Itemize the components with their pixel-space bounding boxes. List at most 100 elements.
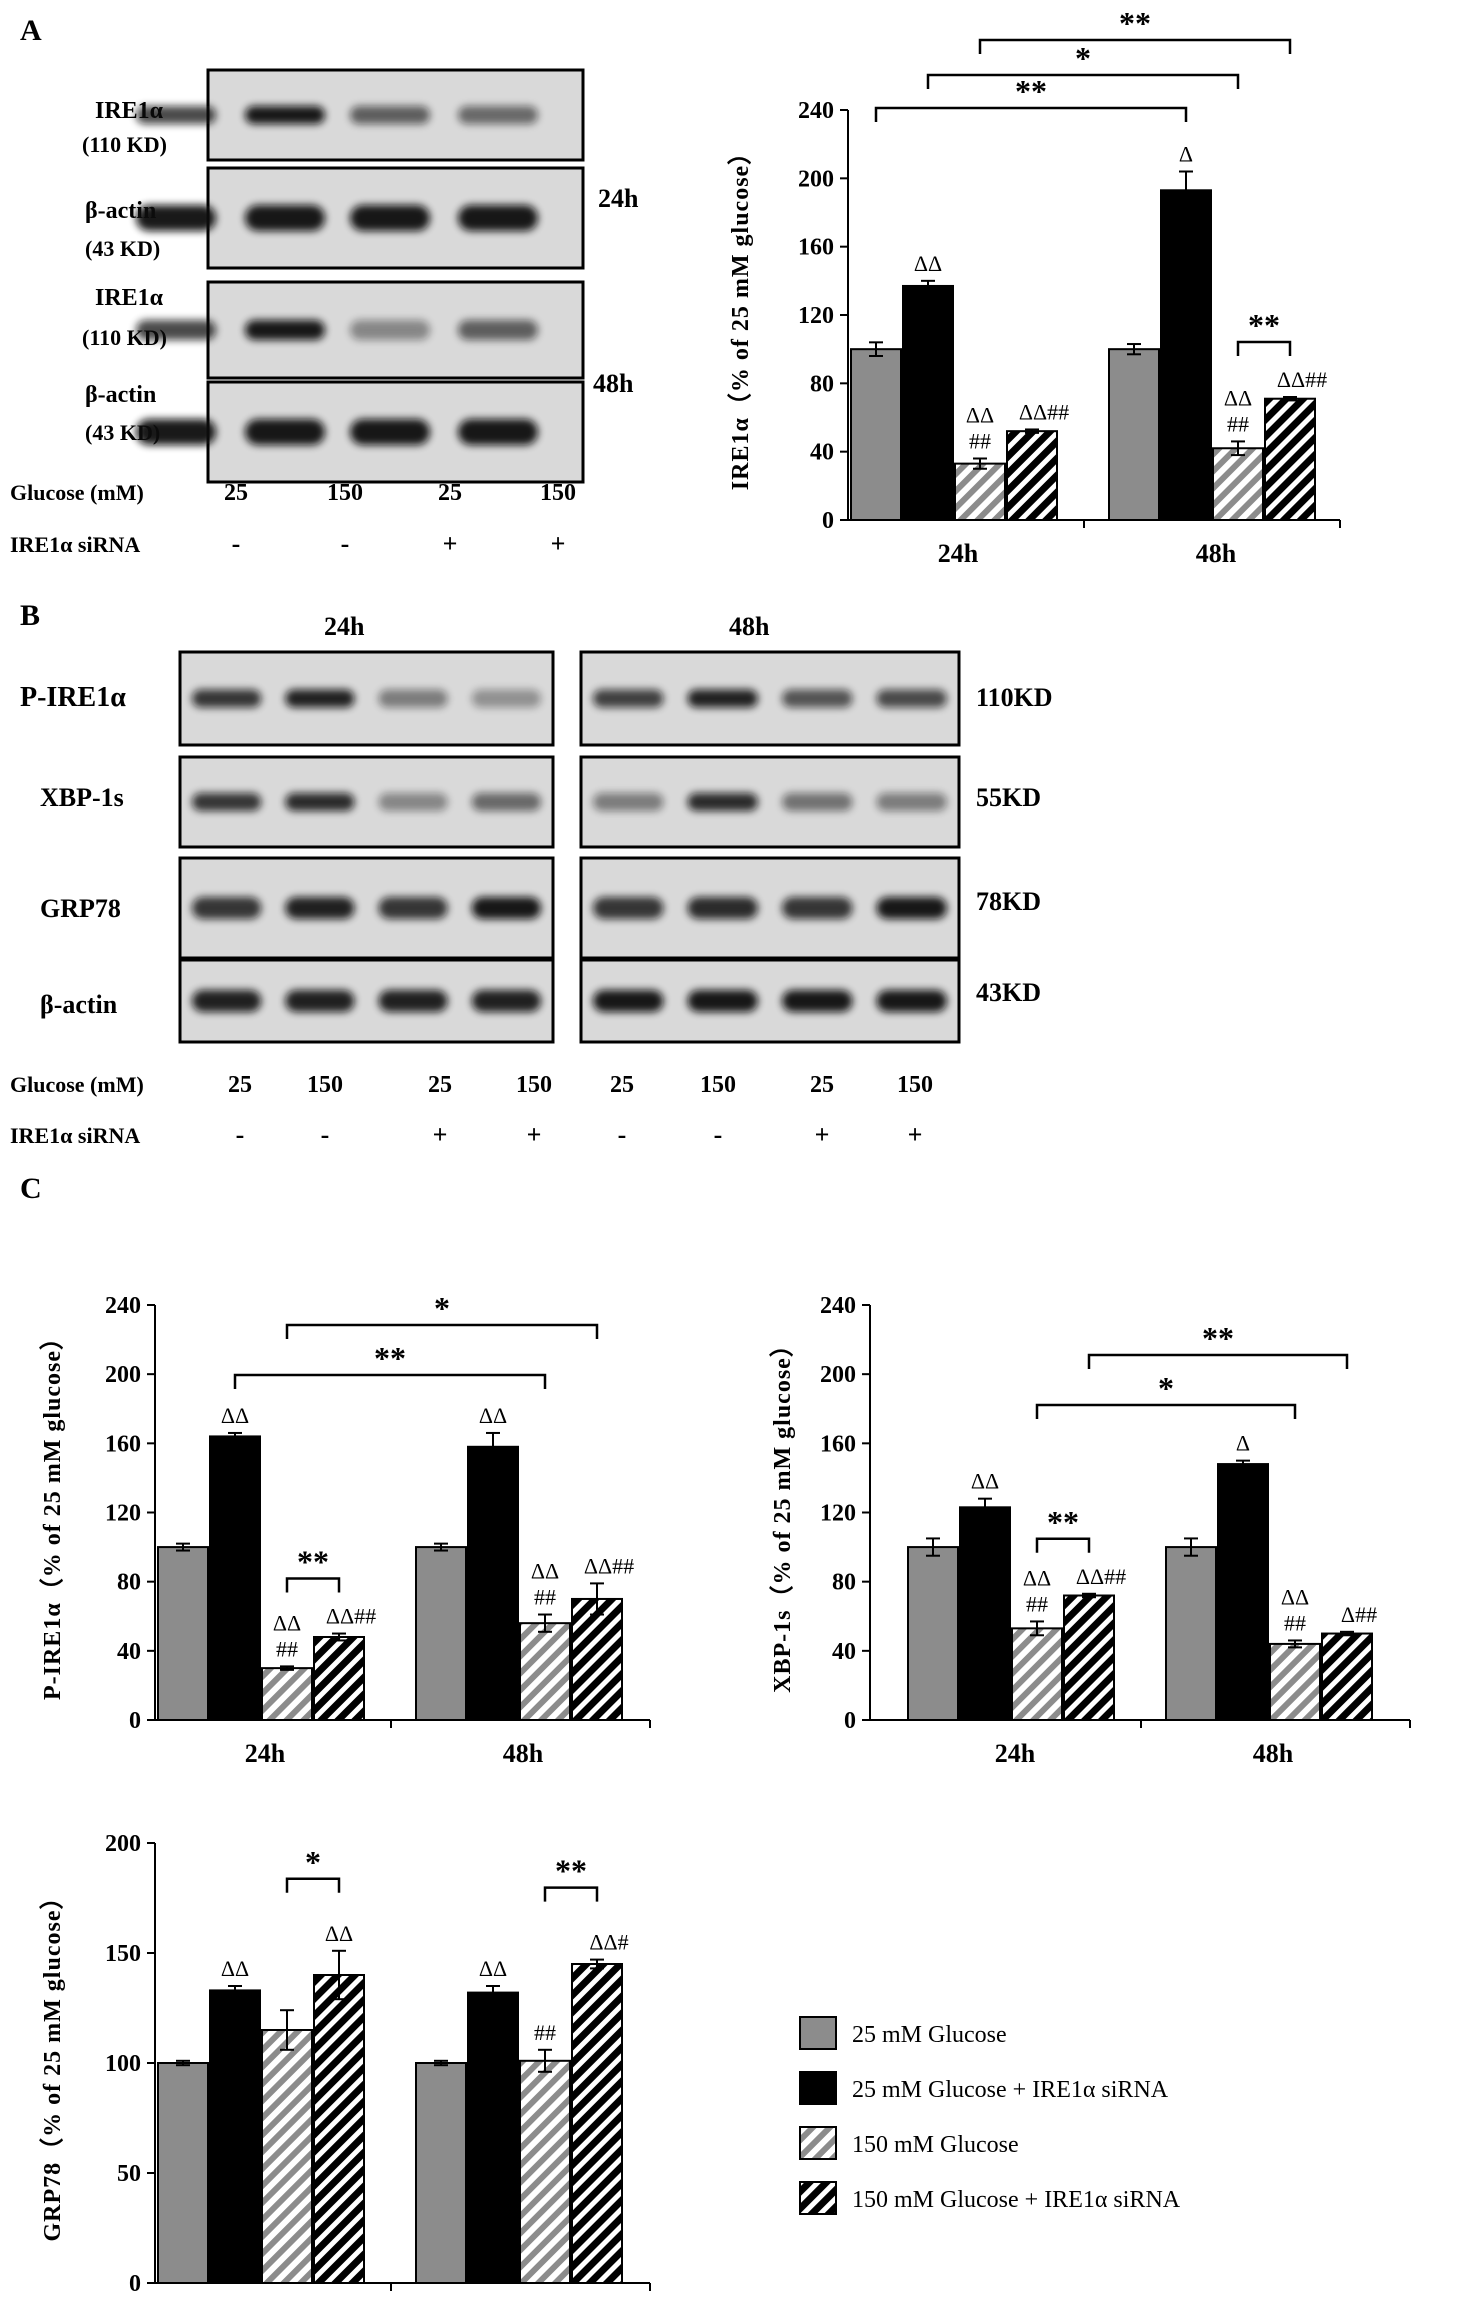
chart-a: 0 40 80 120 160 200 240 IRE1α（% of 25 mM glucos… [727,5,1341,568]
blot-b-kd-label: 55KD [976,783,1041,812]
blot-band [285,793,355,811]
bar [519,1622,571,1721]
significance-annotation: ## [276,1636,298,1661]
y-tick-label: 40 [832,1639,856,1665]
y-tick-label: 200 [105,1362,141,1388]
blot-band [245,320,325,340]
y-tick-label: 80 [810,371,834,397]
chart-c-xbp1s: 0 40 80 120 160 200 240 XBP-1s（% of 25 mM gluco… [769,1293,1411,1768]
legend-swatch [799,2181,837,2215]
blot-b-sirna-label: IRE1α siRNA [10,1123,140,1148]
blot-band [782,990,853,1012]
significance-annotation: ## [534,2020,556,2045]
blot-band [378,689,448,708]
blot-b-sirna-value: - [618,1120,627,1149]
blot-a-row-box [136,68,585,162]
y-tick-label: 0 [822,508,834,534]
significance-annotation: ## [534,1585,556,1610]
y-tick-label: 50 [117,2161,141,2187]
bar [1212,447,1264,521]
bar [902,284,954,522]
blot-a-glucose-value: 25 [438,480,462,506]
y-axis-label: GRP78（% of 25 mM glucose） [39,1885,66,2242]
blot-b-glucose-value: 25 [810,1072,834,1098]
bar [1264,397,1316,522]
bar [519,2059,571,2285]
y-tick-label: 40 [117,1639,141,1665]
significance-stars: * [305,1844,321,1880]
blot-band [687,689,758,708]
panel-letter-c: C [20,1172,42,1205]
blot-b-row-box [178,856,555,960]
blot-b-group-title: 24h [324,612,365,641]
x-category-label: 48h [503,1739,544,1768]
significance-annotation: ΔΔ [966,403,994,428]
panel-a-western-blot: IRE1α (110 KD) β-actin (43 KD) IRE1α (11… [10,68,639,558]
y-tick-label: 160 [105,1431,141,1457]
y-tick-label: 0 [844,1708,856,1734]
blot-band [876,897,947,919]
x-category-label: 48h [1253,1739,1294,1768]
blot-band [593,689,664,708]
blot-band [593,897,664,919]
blot-b-sirna-value: + [908,1120,923,1149]
significance-stars: ** [1202,1320,1234,1356]
bar [1063,1594,1115,1721]
blot-b-sirna-value: + [527,1120,542,1149]
significance-bracket [543,1886,599,1902]
blot-band [285,689,355,708]
blot-band [285,990,355,1012]
significance-annotation: Δ [1179,142,1193,167]
significance-annotation: ΔΔ [1281,1584,1309,1609]
y-tick-label: 200 [798,166,834,192]
significance-bracket [285,1323,599,1339]
blot-band [471,793,541,811]
y-tick-label: 240 [105,1293,141,1319]
y-tick-label: 160 [820,1431,856,1457]
significance-annotation: ΔΔ [479,1956,507,1981]
blot-band [458,320,538,340]
y-tick-label: 40 [810,440,834,466]
blot-band [687,793,758,811]
significance-annotation: ΔΔ [479,1403,507,1428]
blot-a-row-box [136,166,585,270]
significance-annotation: ## [969,429,991,454]
blot-band [136,419,216,445]
panel-b-western-blot: 24h 48h P-IRE1α XBP-1s GRP78 β-actin 110… [10,612,1053,1149]
y-tick-label: 200 [105,1831,141,1857]
significance-bracket [874,106,1188,122]
significance-stars: ** [1248,307,1280,343]
y-tick-label: 240 [798,98,834,124]
significance-annotation: ΔΔ## [326,1604,376,1629]
significance-annotation: ΔΔ [273,1610,301,1635]
legend-swatch [799,2126,837,2160]
significance-annotation: ΔΔ## [584,1553,634,1578]
bar [1321,1632,1373,1721]
blot-band [245,419,325,445]
blot-band [378,990,448,1012]
blot-band [876,689,947,708]
significance-stars: ** [555,1853,587,1889]
blot-b-glucose-value: 25 [610,1072,634,1098]
x-category-label: 24h [995,1739,1036,1768]
blot-a-sirna-value: + [443,529,458,558]
blot-band [350,320,430,340]
blot-b-glucose-value: 150 [516,1072,552,1098]
bar [209,1989,261,2285]
bar [907,1546,959,1722]
blot-a-glucose-value: 25 [224,480,248,506]
panel-letter-a: A [20,14,42,47]
significance-bracket [233,1373,547,1389]
chart-c-pire1: 0 40 80 120 160 200 240 P-IRE1α（% of 25 mM gluc… [39,1290,651,1768]
significance-stars: ** [1047,1504,1079,1540]
bar [959,1506,1011,1721]
blot-band [458,205,538,231]
y-tick-label: 200 [820,1362,856,1388]
y-tick-label: 0 [129,1708,141,1734]
bar [261,2029,313,2284]
blot-band [378,897,448,919]
blot-b-row-box [579,856,961,960]
blot-b-row-label: XBP-1s [40,783,124,812]
bar [954,462,1006,521]
blot-band [687,990,758,1012]
